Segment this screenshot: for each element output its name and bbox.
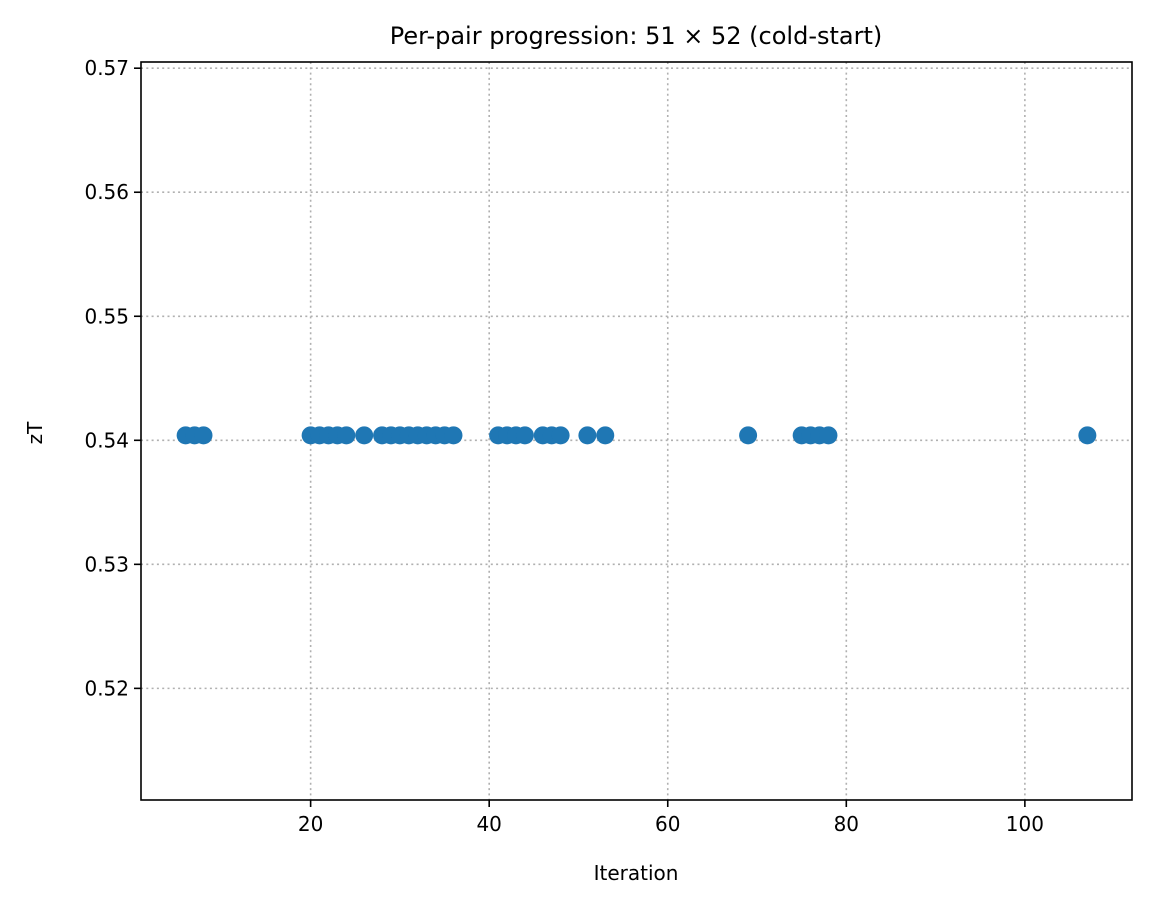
y-tick-label: 0.55	[84, 304, 129, 328]
y-tick-label: 0.53	[84, 552, 129, 576]
y-axis-label: zT	[23, 421, 47, 444]
data-point	[194, 426, 213, 445]
x-tick-label: 100	[1006, 812, 1044, 836]
data-point	[596, 426, 615, 445]
data-point	[444, 426, 463, 445]
x-tick-label: 20	[298, 812, 323, 836]
data-point	[1078, 426, 1097, 445]
data-point	[819, 426, 838, 445]
chart-title: Per-pair progression: 51 × 52 (cold-star…	[390, 22, 883, 50]
data-point	[355, 426, 374, 445]
y-tick-label: 0.57	[84, 56, 129, 80]
data-points	[176, 426, 1097, 445]
data-point	[337, 426, 356, 445]
y-tick-label: 0.52	[84, 676, 129, 700]
data-point	[578, 426, 597, 445]
data-point	[515, 426, 534, 445]
x-tick-label: 40	[476, 812, 501, 836]
y-tick-label: 0.56	[84, 180, 129, 204]
plot-area-frame	[140, 61, 1133, 801]
x-tick-label: 80	[834, 812, 859, 836]
x-tick-label: 60	[655, 812, 680, 836]
data-point	[739, 426, 758, 445]
y-tick-label: 0.54	[84, 428, 129, 452]
data-point	[551, 426, 570, 445]
axis-ticks: 20 40 60 80 100 0.52 0.53 0.54 0.55 0.56 0.57	[84, 56, 1043, 836]
x-axis-label: Iteration	[594, 861, 679, 885]
